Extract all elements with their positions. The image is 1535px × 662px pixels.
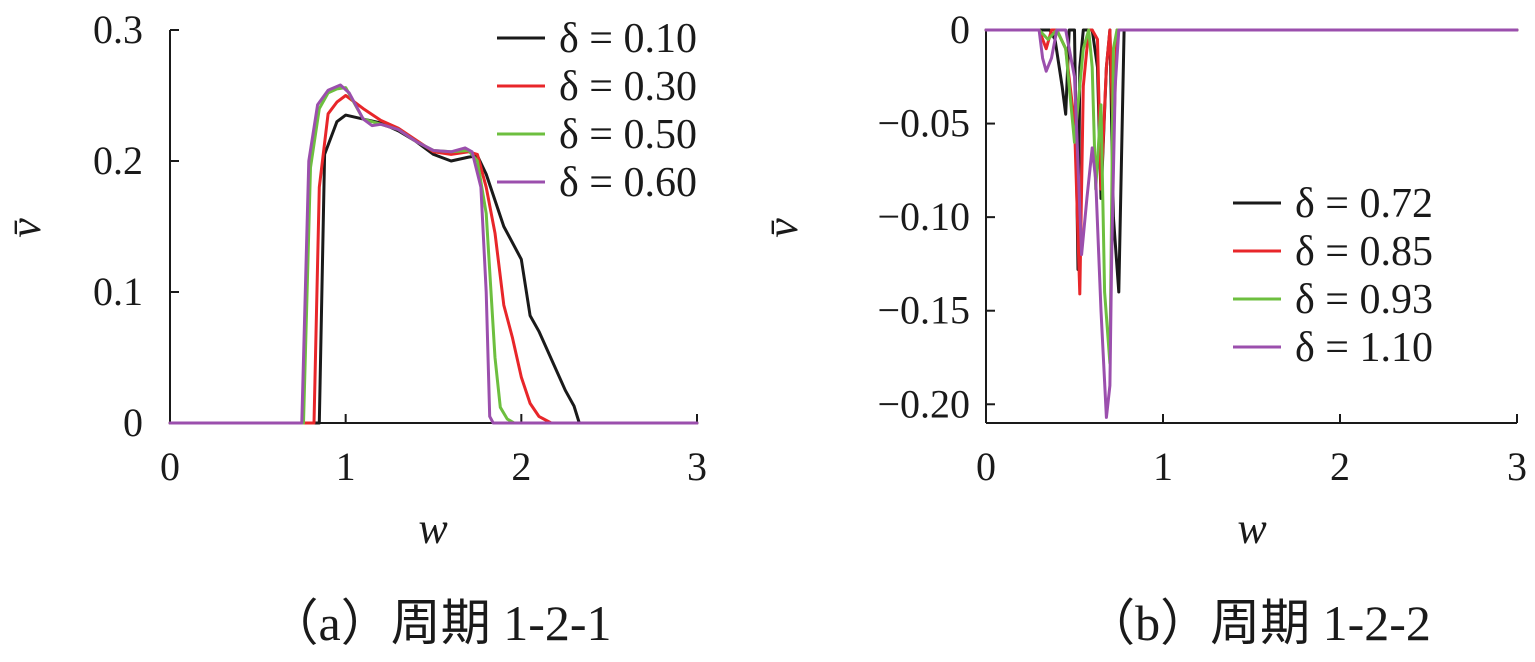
legend-label-3: δ = 0.50 (559, 112, 697, 158)
x-tick-label: 0 (976, 444, 996, 489)
legend-label-4: δ = 0.60 (559, 160, 697, 206)
y-tick-label: −0.20 (877, 381, 970, 426)
x-tick-label: 0 (160, 444, 180, 489)
x-axis-label: w (418, 504, 448, 553)
legend-label-2: δ = 0.85 (1295, 229, 1433, 275)
legend-label-3: δ = 0.93 (1295, 277, 1433, 323)
panel-caption: （a）周期 1-2-1 (269, 595, 612, 651)
x-tick-label: 2 (1330, 444, 1350, 489)
x-tick-label: 3 (1507, 444, 1527, 489)
series-line-4 (168, 83, 699, 425)
series-line-2 (168, 94, 699, 425)
y-axis-label: v̄ (758, 218, 807, 238)
y-tick-label: 0 (123, 400, 143, 445)
y-tick-label: 0.2 (93, 138, 143, 183)
y-tick-label: 0 (950, 7, 970, 52)
series-line-1 (984, 28, 1519, 294)
chart-panel-a: 0 1 2 3 0 0.1 0.2 0.3 w v̄ δ = 0.10δ = 0.30δ = 0.5… (1, 7, 707, 651)
legend-label-1: δ = 0.72 (1295, 181, 1433, 227)
x-axis-label: w (1237, 504, 1267, 553)
x-tick-label: 1 (1153, 444, 1173, 489)
y-tick-label: 0.1 (93, 269, 143, 314)
x-tick-label: 1 (336, 444, 356, 489)
series-line-1 (168, 113, 699, 425)
y-tick-label: −0.10 (877, 194, 970, 239)
x-tick-label: 2 (511, 444, 531, 489)
x-tick-label: 3 (687, 444, 707, 489)
legend-label-1: δ = 0.10 (559, 16, 697, 62)
y-tick-label: 0.3 (93, 7, 143, 52)
y-tick-label: −0.15 (877, 288, 970, 333)
y-tick-label: −0.05 (877, 101, 970, 146)
y-axis-label: v̄ (1, 218, 50, 238)
series-line-2 (984, 28, 1519, 296)
series-line-4 (984, 28, 1519, 419)
legend-label-4: δ = 1.10 (1295, 325, 1433, 371)
legend-label-2: δ = 0.30 (559, 64, 697, 110)
panel-caption: （b）周期 1-2-2 (1085, 595, 1431, 651)
